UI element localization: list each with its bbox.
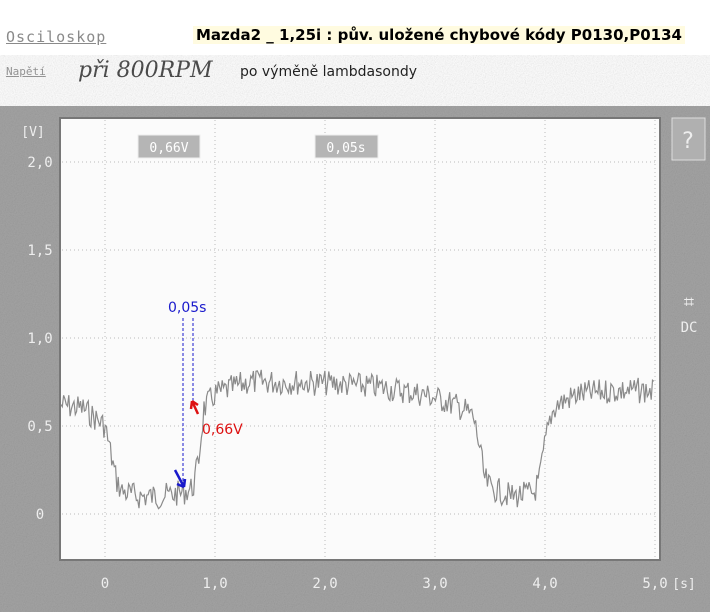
handwritten-note: při 800RPM bbox=[78, 58, 213, 83]
help-button[interactable] bbox=[671, 117, 706, 161]
y-tick-label: 2,0 bbox=[27, 155, 52, 171]
time-annotation: 0,05s bbox=[168, 300, 206, 316]
x-tick-label: 0 bbox=[101, 576, 109, 592]
time-readout: 0,05s bbox=[326, 141, 365, 156]
x-tick-label: 4,0 bbox=[532, 576, 557, 592]
voltage-annotation: 0,66V bbox=[202, 422, 243, 438]
x-tick-label: 3,0 bbox=[422, 576, 447, 592]
blue-arrow-icon bbox=[173, 469, 187, 489]
app-label: Osciloskop bbox=[6, 28, 107, 46]
signal-trace bbox=[60, 369, 655, 510]
y-tick-label: 0,5 bbox=[27, 419, 52, 435]
plot-area bbox=[59, 117, 661, 561]
x-tick-label: 2,0 bbox=[312, 576, 337, 592]
page-title: Mazda2 _ 1,25i : pův. uložené chybové kó… bbox=[193, 26, 685, 44]
y-tick-label: 0 bbox=[36, 507, 44, 523]
x-tick-label: 1,0 bbox=[202, 576, 227, 592]
voltage-readout-box bbox=[137, 134, 201, 159]
time-readout-box bbox=[314, 134, 379, 159]
y-tick-label: 1,5 bbox=[27, 243, 52, 259]
subtitle: po výměně lambdasondy bbox=[240, 64, 418, 80]
question-mark-icon: ? bbox=[682, 129, 694, 154]
coupling-label[interactable]: DC bbox=[681, 320, 698, 336]
x-tick-label: 5,0 bbox=[642, 576, 667, 592]
mode-label: Napětí bbox=[6, 65, 46, 78]
red-arrow-icon bbox=[189, 399, 200, 415]
trigger-icon[interactable]: ⌗ bbox=[684, 292, 694, 313]
y-tick-label: 1,0 bbox=[27, 331, 52, 347]
y-unit-label: [V] bbox=[21, 125, 44, 140]
voltage-readout: 0,66V bbox=[149, 141, 188, 156]
x-unit-label: [s] bbox=[672, 577, 695, 592]
